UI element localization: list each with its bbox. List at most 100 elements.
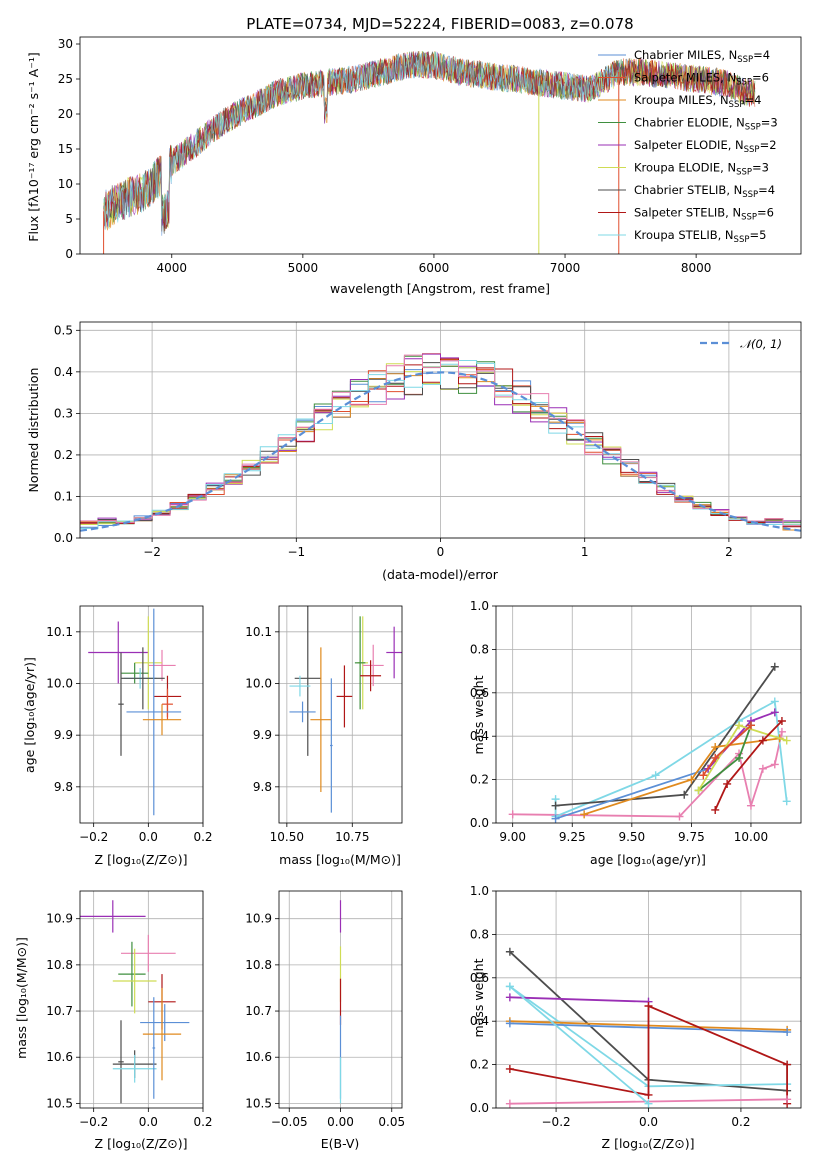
weight-point-marker (675, 812, 684, 821)
spectrum-xtick-label: 4000 (156, 261, 187, 275)
legend-label: Salpeter STELIB, NSSP=6 (634, 206, 774, 223)
weight-point-marker (505, 1019, 514, 1028)
weight_vs_age-lines (508, 662, 791, 823)
mass_vs_ebv-axes: −0.05 0.00 0.05 10.5 10.6 10.7 10.8 10.9 (245, 891, 405, 1129)
legend-label: Kroupa ELODIE, NSSP=3 (634, 161, 769, 178)
mass_vs_z-ytick-label: 10.9 (46, 912, 73, 926)
residuals-ylabel: Normed distribution (26, 368, 41, 493)
mass_vs_z-xtick-label: 0.0 (139, 1115, 158, 1129)
weight-vs-age-xlabel: age [log₁₀(age/yr)] (590, 852, 706, 867)
age_vs_z-xtick-label: 0.0 (139, 830, 158, 844)
spectrum-ytick-label: 15 (58, 142, 73, 156)
weight-point-marker (644, 1099, 653, 1108)
age_vs_z-xtick-label: 0.2 (193, 830, 212, 844)
mass_vs_z-ytick-label: 10.7 (46, 1004, 73, 1018)
age-vs-mass-panel: mass [log₁₀(M/M⊙)] (279, 852, 401, 867)
weight_vs_z-ytick-label: 1.0 (470, 884, 489, 898)
weight-vs-z-panel: Z [log₁₀(Z/Z⊙)] mass weight (471, 958, 694, 1151)
weight-point-marker (783, 1095, 792, 1104)
residuals-xtick-label: −1 (287, 545, 305, 559)
residual-hist (80, 353, 801, 538)
weight-point-marker (699, 771, 708, 780)
weight-point-marker (777, 717, 786, 726)
weight-series-line (554, 700, 788, 818)
weight-point-marker (746, 801, 755, 810)
weight-vs-age-ylabel: mass weight (471, 675, 486, 754)
weight-point-marker (723, 779, 732, 788)
age_vs_mass-xtick-label: 10.75 (335, 830, 369, 844)
mass_vs_z-xtick-label: 0.2 (193, 1115, 212, 1129)
weight-point-marker (746, 721, 755, 730)
mass_vs_ebv-ytick-label: 10.7 (245, 1004, 272, 1018)
legend-label: Salpeter MILES, NSSP=6 (634, 71, 769, 88)
weight_vs_age-ytick-label: 0.8 (470, 642, 489, 656)
weight-point-marker (735, 721, 744, 730)
weight-point-marker (770, 760, 779, 769)
mass-vs-ebv-panel: E(B-V) (321, 1136, 360, 1151)
residuals-ytick-label: 0.0 (54, 531, 73, 545)
age_vs_mass-ytick-label: 10.1 (245, 625, 272, 639)
weight-point-marker (551, 801, 560, 810)
age_vs_mass-ytick-label: 9.8 (253, 780, 272, 794)
weight-vs-z-ylabel: mass weight (471, 958, 486, 1037)
normal-legend-label: 𝒩(0, 1) (740, 337, 782, 351)
spectrum-axes: 4000 5000 6000 7000 8000 0 5 10 15 20 25 30 (58, 37, 712, 275)
mass-vs-ebv-xlabel: E(B-V) (321, 1136, 360, 1151)
spectrum-series-line (103, 51, 620, 230)
residuals-xtick-label: 1 (581, 545, 589, 559)
spectrum-xtick-label: 5000 (288, 261, 319, 275)
mass_vs_z-axes: −0.2 0.0 0.2 10.5 10.6 10.7 10.8 10.9 (46, 891, 213, 1129)
mass-vs-z-xlabel: Z [log₁₀(Z/Z⊙)] (95, 1136, 188, 1151)
age_vs_mass-ytick-label: 9.9 (253, 728, 272, 742)
weight-point-marker (644, 1002, 653, 1011)
weight-point-marker (758, 764, 767, 773)
weight-point-marker (711, 743, 720, 752)
age-vs-z-panel: Z [log₁₀(Z/Z⊙)] age [log₁₀(age/yr)] (22, 657, 187, 867)
weight_vs_age-ytick-label: 0.2 (470, 773, 489, 787)
residuals-xtick-label: −2 (143, 545, 161, 559)
spectrum-ytick-label: 10 (58, 177, 73, 191)
spectrum-title: PLATE=0734, MJD=52224, FIBERID=0083, z=0… (246, 15, 633, 33)
residuals-xtick-label: 0 (437, 545, 445, 559)
weight-point-marker (505, 993, 514, 1002)
age_vs_z-frame (79, 605, 204, 824)
spectrum-ytick-label: 5 (65, 212, 73, 226)
mass_vs_ebv-xtick-label: −0.05 (271, 1115, 308, 1129)
residuals-xtick-label: 2 (725, 545, 733, 559)
spectrum-xtick-label: 8000 (681, 261, 712, 275)
weight-point-marker (505, 982, 514, 991)
weight_vs_age-xtick-label: 9.50 (618, 830, 645, 844)
weight_vs_z-ytick-label: 0.0 (470, 1101, 489, 1115)
weight-point-marker (580, 810, 589, 819)
weight-point-marker (782, 797, 791, 806)
weight-point-marker (783, 1060, 792, 1069)
residuals-ytick-label: 0.3 (54, 406, 73, 420)
age_vs_z-ytick-label: 9.9 (54, 728, 73, 742)
legend-label: Chabrier STELIB, NSSP=4 (634, 183, 775, 200)
weight-point-marker (651, 771, 660, 780)
weight-point-marker (735, 753, 744, 762)
age_vs_z-ytick-label: 10.0 (46, 677, 73, 691)
residuals-xlabel: (data-model)/error (382, 567, 499, 582)
weight-series-line (509, 985, 650, 1105)
age_vs_z-ytick-label: 9.8 (54, 780, 73, 794)
spectrum-frame (79, 36, 802, 255)
residual-histogram (80, 354, 801, 538)
mass_vs_ebv-xtick-label: 0.00 (327, 1115, 354, 1129)
age_vs_mass-frame (278, 605, 403, 824)
normal-curve (80, 371, 801, 532)
age-vs-z-ylabel: age [log₁₀(age/yr)] (22, 657, 37, 773)
weight_vs_age-ytick-label: 1.0 (470, 599, 489, 613)
spectrum-ytick-label: 30 (58, 37, 73, 51)
weight-point-marker (680, 790, 689, 799)
weight-point-marker (711, 805, 720, 814)
legend-label: Chabrier ELODIE, NSSP=3 (634, 116, 778, 133)
weight-series-line (509, 996, 649, 1003)
age_vs_mass-points (289, 606, 402, 813)
weight-series-line (512, 731, 783, 818)
age_vs_mass-ytick-label: 10.0 (245, 677, 272, 691)
residuals-ytick-label: 0.1 (54, 489, 73, 503)
weight-point-marker (694, 786, 703, 795)
spectrum-ytick-label: 20 (58, 107, 73, 121)
